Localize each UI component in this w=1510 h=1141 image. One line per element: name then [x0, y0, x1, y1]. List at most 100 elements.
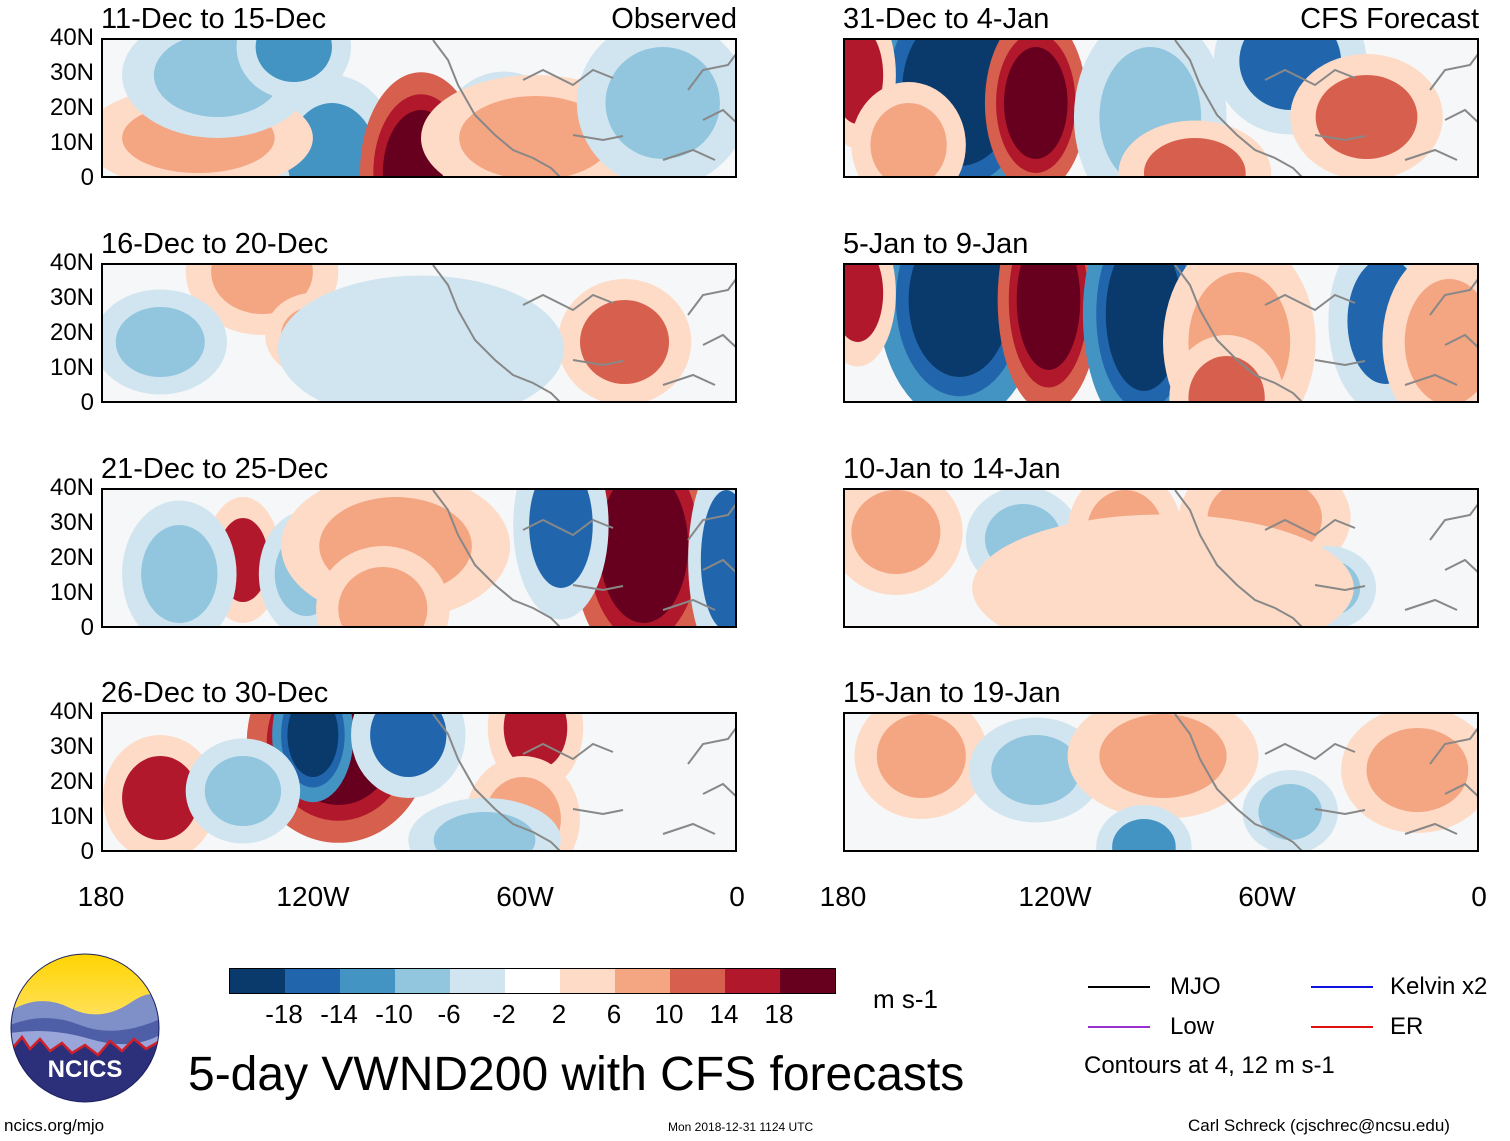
lat-tick-label: 30N [49, 733, 94, 760]
lat-tick-label: 0 [80, 838, 94, 865]
lat-tick-label: 40N [49, 698, 94, 725]
colorbar-tick-label: -2 [492, 999, 516, 1029]
anomaly-blob [1016, 265, 1081, 370]
colorbar-tick-label: -6 [437, 999, 461, 1029]
anomaly-blob [851, 490, 941, 574]
lat-tick-label: 40N [49, 24, 94, 51]
lat-tick-label: 10N [49, 579, 94, 606]
colorbar-swatch [230, 969, 285, 993]
panel-title: 31-Dec to 4-Jan [843, 3, 1050, 35]
lat-tick-label: 10N [49, 129, 94, 156]
anomaly-blob [1112, 819, 1176, 850]
anomaly-blob [122, 756, 199, 840]
colorbar-swatch [780, 969, 835, 993]
lon-tick-label: 180 [77, 881, 125, 912]
legend-kelvin: Kelvin x2 [1390, 973, 1488, 1000]
lat-tick-label: 0 [80, 164, 94, 191]
lon-tick-label: 120W [1018, 881, 1092, 912]
anomaly-blob [580, 300, 670, 384]
panel-title: 21-Dec to 25-Dec [101, 453, 329, 485]
lon-tick-label: 0 [1471, 881, 1487, 912]
lat-tick-label: 40N [49, 474, 94, 501]
anomaly-blob [845, 265, 884, 342]
lat-tick-label: 0 [80, 614, 94, 641]
colorbar-tick-label: -14 [320, 999, 358, 1029]
ncics-logo: NCICS [10, 953, 160, 1103]
panel-title: 15-Jan to 19-Jan [843, 677, 1061, 709]
colorbar-swatch [340, 969, 395, 993]
anomaly-blob [370, 714, 447, 777]
lat-tick-label: 40N [49, 249, 94, 276]
panel-title: 11-Dec to 15-Dec [101, 3, 327, 35]
colorbar [229, 968, 836, 994]
anomaly-blob [325, 300, 517, 398]
lat-tick-label: 20N [49, 768, 94, 795]
anomaly-blob [503, 714, 568, 770]
panel-title: 26-Dec to 30-Dec [101, 677, 329, 709]
colorbar-tick-label: 14 [709, 999, 739, 1029]
anomaly-blob [115, 307, 205, 377]
coastline [432, 714, 735, 850]
lat-tick-label: 30N [49, 284, 94, 311]
anomaly-blob [1035, 539, 1291, 626]
anomaly-blob [700, 490, 735, 626]
anomaly-blob [870, 103, 947, 176]
colorbar-tick-label: 18 [764, 999, 794, 1029]
low-line-swatch [1088, 1026, 1150, 1028]
colorbar-swatch [725, 969, 780, 993]
coastline [1174, 40, 1477, 176]
coastline [1174, 714, 1477, 850]
er-line-swatch [1311, 1026, 1373, 1028]
colorbar-swatch [560, 969, 615, 993]
logo-text: NCICS [48, 1056, 123, 1083]
lat-tick-label: 30N [49, 59, 94, 86]
anomaly-blob [599, 490, 689, 623]
footer-link: ncics.org/mjo [4, 1116, 105, 1135]
legend-mjo: MJO [1170, 973, 1221, 1000]
colorbar-tick-label: 6 [606, 999, 622, 1029]
anomaly-blob [1099, 714, 1227, 798]
anomaly-blob [876, 714, 966, 798]
panel-title: 5-Jan to 9-Jan [843, 228, 1029, 260]
coastline [432, 490, 735, 626]
footer-timestamp: Mon 2018-12-31 1124 UTC [668, 1120, 814, 1134]
legend-low: Low [1170, 1013, 1215, 1040]
lat-tick-label: 20N [49, 319, 94, 346]
coastline [432, 40, 735, 176]
vwnd-map [101, 263, 737, 403]
main-title: 5-day VWND200 with CFS forecasts [188, 1048, 965, 1101]
kelvin-line-swatch [1311, 986, 1373, 988]
anomaly-blob [991, 735, 1081, 805]
anomaly-blob [1143, 138, 1246, 176]
coastline [1174, 265, 1477, 401]
anomaly-blob [338, 567, 428, 626]
panel-tag: Observed [611, 3, 737, 35]
colorbar-tick-label: 10 [654, 999, 684, 1029]
colorbar-swatch [505, 969, 560, 993]
lon-tick-label: 120W [276, 881, 350, 912]
anomaly-blob [459, 96, 612, 176]
panel-tag: CFS Forecast [1300, 3, 1479, 35]
anomaly-blob [1105, 265, 1183, 391]
anomaly-blob [908, 265, 1011, 377]
lat-tick-label: 0 [80, 389, 94, 416]
anomaly-blob [529, 490, 593, 588]
lon-tick-label: 60W [1238, 881, 1296, 912]
footer-credit: Carl Schreck (cjschrec@ncsu.edu) [1188, 1116, 1450, 1135]
anomaly-blob [1315, 75, 1418, 159]
coastline [432, 265, 735, 401]
lat-tick-label: 30N [49, 509, 94, 536]
anomaly-blob [605, 47, 720, 159]
colorbar-tick-label: 2 [551, 999, 567, 1029]
anomaly-blob [255, 40, 332, 82]
panel-title: 10-Jan to 14-Jan [843, 453, 1061, 485]
lon-tick-label: 180 [819, 881, 867, 912]
vwnd-map [101, 38, 737, 178]
anomaly-blob [141, 525, 218, 623]
colorbar-tick-label: -10 [375, 999, 413, 1029]
anomaly-blob [204, 756, 282, 826]
colorbar-swatch [450, 969, 505, 993]
colorbar-swatch [285, 969, 340, 993]
vwnd-map [843, 712, 1479, 852]
anomaly-blob [287, 714, 339, 777]
